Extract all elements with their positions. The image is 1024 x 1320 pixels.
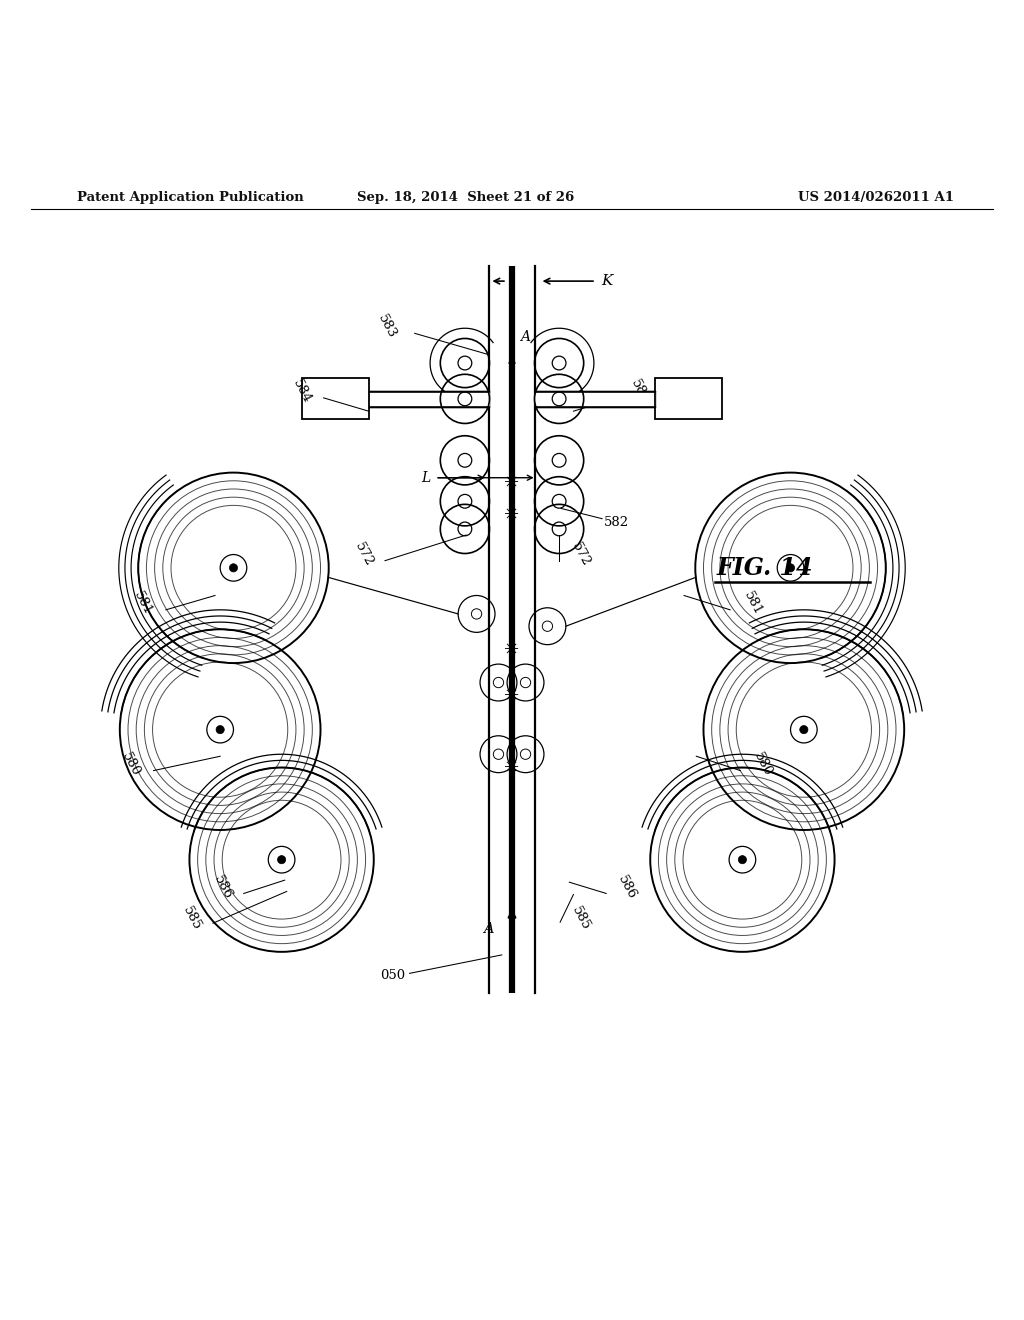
Text: A: A	[483, 923, 494, 936]
Text: 586: 586	[212, 873, 234, 902]
Bar	[655, 379, 722, 420]
Circle shape	[229, 564, 238, 572]
Text: ✳: ✳	[505, 506, 519, 524]
Text: FIG. 14: FIG. 14	[717, 556, 813, 579]
Circle shape	[786, 564, 795, 572]
Text: 581: 581	[741, 590, 764, 618]
Text: ✳: ✳	[505, 759, 519, 776]
Text: Patent Application Publication: Patent Application Publication	[77, 190, 303, 203]
Bar	[302, 379, 369, 420]
Text: 580: 580	[120, 750, 142, 779]
Text: 584: 584	[291, 378, 313, 405]
Text: 572: 572	[569, 540, 592, 569]
Text: ✳: ✳	[505, 686, 519, 705]
Text: ✳: ✳	[505, 474, 519, 492]
Circle shape	[738, 855, 746, 863]
Text: 585: 585	[569, 904, 592, 932]
Text: 583: 583	[376, 312, 398, 341]
Text: ✳: ✳	[505, 640, 519, 659]
Text: 580: 580	[752, 750, 774, 779]
Circle shape	[216, 726, 224, 734]
Circle shape	[800, 726, 808, 734]
Text: 582: 582	[604, 516, 630, 529]
Text: US 2014/0262011 A1: US 2014/0262011 A1	[798, 190, 953, 203]
Text: 050: 050	[380, 969, 404, 982]
Text: 586: 586	[615, 873, 638, 902]
Text: 585: 585	[180, 904, 203, 932]
Text: A: A	[520, 330, 530, 345]
Text: Sep. 18, 2014  Sheet 21 of 26: Sep. 18, 2014 Sheet 21 of 26	[357, 190, 574, 203]
Text: 572: 572	[352, 540, 375, 569]
Circle shape	[278, 855, 286, 863]
Text: 584: 584	[629, 378, 651, 405]
Text: L: L	[421, 471, 430, 484]
Text: K: K	[601, 275, 612, 288]
Text: 581: 581	[132, 590, 155, 618]
